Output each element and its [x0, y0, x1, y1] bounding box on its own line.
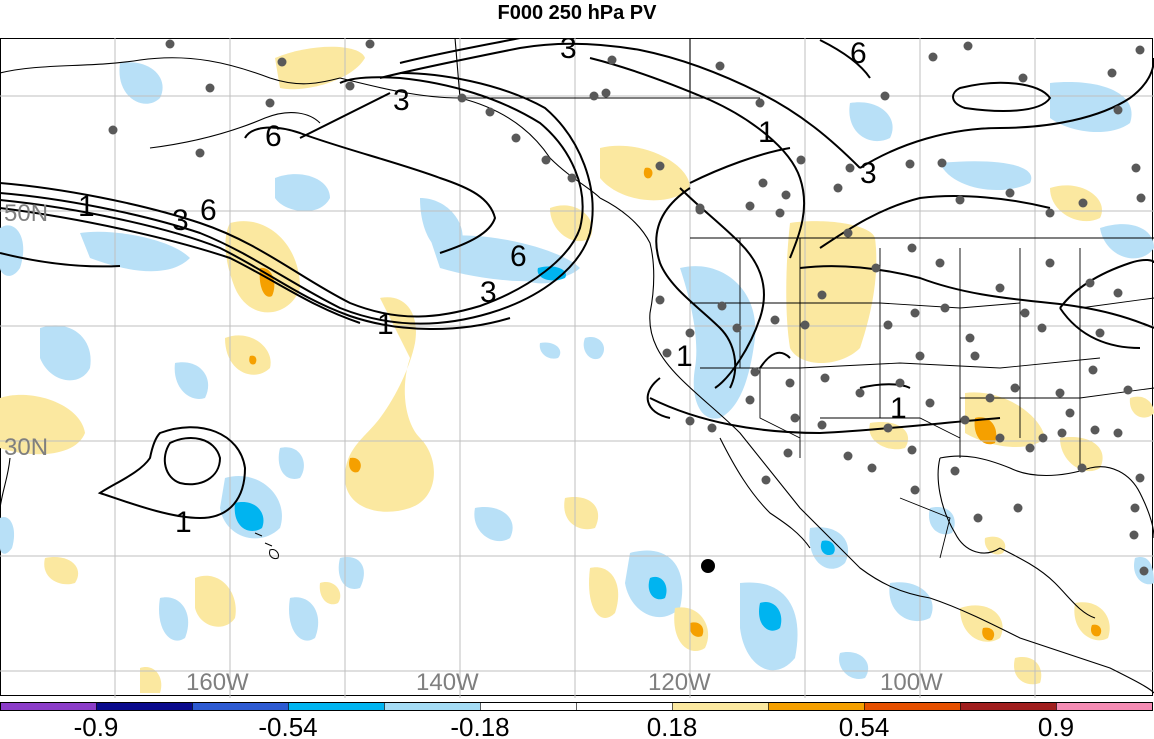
negative-pv-anomalies: [0, 62, 1154, 679]
contour-label-6-c: 6: [850, 38, 867, 70]
contour-label-1-b: 1: [758, 116, 775, 149]
colorbar-frame: [0, 702, 1153, 711]
colorbar-label-2: -0.18: [450, 712, 509, 739]
lon-label-140w: 140W: [416, 669, 479, 696]
contour-label-6-d: 6: [510, 240, 527, 273]
colorbar-swatch: [192, 702, 289, 711]
lat-label-30n: 30N: [4, 434, 48, 461]
axis-labels: 50N 30N 160W 140W 120W 100W: [4, 200, 943, 696]
pv-contours: [0, 38, 1154, 520]
contour-label-1-d: 1: [676, 340, 693, 373]
colorbar-labels: -0.9 -0.54 -0.18 0.18 0.54 0.9: [74, 712, 1074, 739]
contour-label-6-a: 6: [200, 194, 217, 227]
station-dots: [108, 39, 1149, 576]
colorbar-label-5: 0.9: [1038, 712, 1074, 739]
lat-label-50n: 50N: [4, 200, 48, 227]
map-plot: 1 3 6 6 3 3 6 1 3 6 3 1 1 1 1 50N 30N 16…: [0, 38, 1154, 698]
contour-label-3-e: 3: [480, 276, 497, 309]
hawaii-islands: [254, 532, 279, 559]
colorbar-swatch: [288, 702, 385, 711]
contour-label-1-e: 1: [890, 392, 907, 425]
contour-label-3-d: 3: [860, 157, 877, 190]
chart-title: F000 250 hPa PV: [497, 2, 657, 24]
lon-label-160w: 160W: [186, 669, 249, 696]
colorbar-swatch: [96, 702, 193, 711]
lat-lon-grid: [0, 38, 1154, 698]
colorbar-label-3: 0.18: [647, 712, 698, 739]
colorbar-swatch: [672, 702, 769, 711]
observation-point: [701, 559, 715, 573]
contour-label-6-b: 6: [265, 120, 282, 153]
contour-label-1-c: 1: [377, 308, 394, 341]
lon-label-100w: 100W: [880, 669, 943, 696]
lon-label-120w: 120W: [648, 669, 711, 696]
positive-pv-anomalies: [0, 46, 1154, 693]
colorbar-label-4: 0.54: [839, 712, 890, 739]
colorbar-swatch: [960, 702, 1057, 711]
colorbar-swatch: [480, 702, 577, 711]
colorbar-swatch: [1056, 702, 1153, 711]
contour-label-3-a: 3: [172, 204, 189, 237]
contour-label-3-b: 3: [393, 84, 410, 117]
colorbar: -0.9 -0.54 -0.18 0.18 0.54 0.9: [0, 702, 1153, 739]
contour-label-3-c: 3: [560, 38, 577, 65]
colorbar-swatches: [0, 702, 1153, 711]
colorbar-swatch: [768, 702, 865, 711]
colorbar-label-1: -0.54: [258, 712, 317, 739]
colorbar-label-0: -0.9: [74, 712, 119, 739]
contour-label-1-f: 1: [175, 506, 192, 539]
colorbar-swatch: [0, 702, 97, 711]
colorbar-swatch: [864, 702, 961, 711]
contour-label-1-a: 1: [78, 190, 95, 223]
colorbar-swatch: [384, 702, 481, 711]
contour-labels: 1 3 6 6 3 3 6 1 3 6 3 1 1 1 1: [78, 38, 907, 539]
colorbar-swatch: [576, 702, 673, 711]
